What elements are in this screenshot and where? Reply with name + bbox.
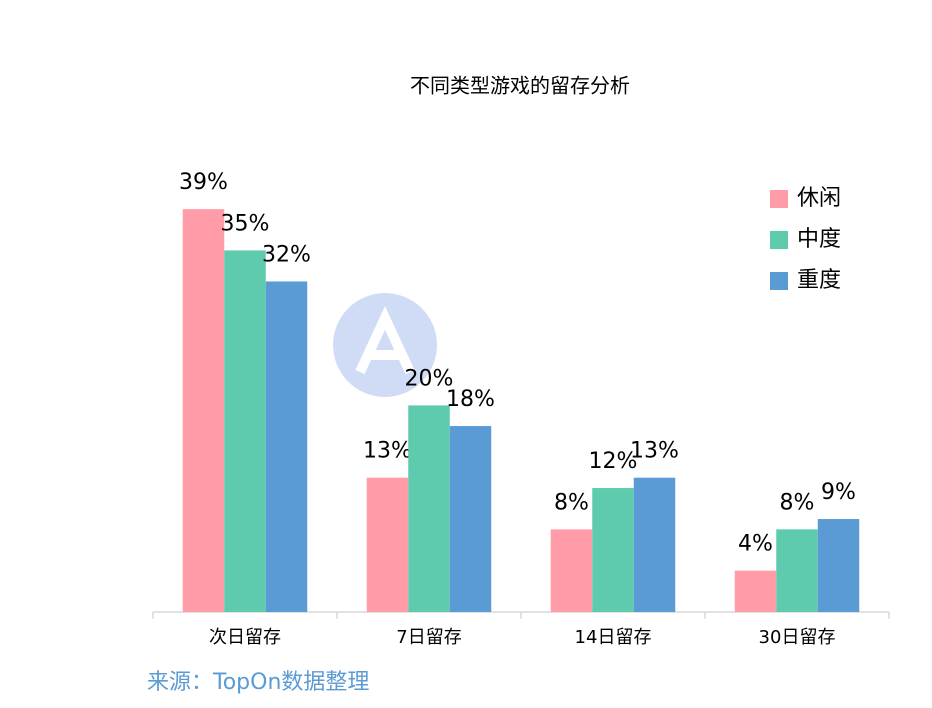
value-label: 12% [589, 449, 638, 474]
bar [633, 477, 676, 612]
x-tick-label: 30日留存 [759, 627, 836, 648]
bar [817, 519, 860, 612]
bar [182, 209, 225, 612]
value-label: 39% [179, 170, 228, 195]
value-label: 35% [221, 211, 270, 236]
value-label: 13% [630, 439, 679, 464]
watermark-logo-mark [355, 306, 415, 375]
bar [592, 488, 634, 612]
bar [366, 477, 409, 612]
value-label: 8% [780, 490, 815, 515]
legend-swatch [770, 272, 788, 290]
x-tick-label: 次日留存 [209, 627, 281, 648]
watermark [333, 293, 437, 397]
legend-swatch [770, 190, 788, 208]
bar [224, 250, 266, 612]
bar [776, 529, 818, 612]
chart-title: 不同类型游戏的留存分析 [410, 74, 630, 98]
value-label: 13% [363, 439, 412, 464]
value-label: 4% [738, 532, 773, 557]
value-label: 32% [262, 242, 311, 267]
legend-label: 休闲 [797, 186, 841, 211]
value-label: 18% [446, 387, 495, 412]
bar [734, 570, 777, 612]
bar [265, 281, 308, 612]
x-tick-label: 7日留存 [396, 627, 461, 648]
source-note: 来源：TopOn数据整理 [147, 670, 369, 695]
watermark-logo [333, 293, 437, 397]
legend-swatch [770, 231, 788, 249]
value-label: 20% [405, 366, 454, 391]
bar [449, 426, 492, 612]
bar [408, 405, 450, 612]
legend-label: 重度 [797, 268, 841, 293]
value-label: 9% [821, 480, 856, 505]
legend-label: 中度 [797, 227, 841, 252]
bar [550, 529, 593, 612]
x-tick-label: 14日留存 [575, 627, 652, 648]
value-label: 8% [554, 490, 589, 515]
